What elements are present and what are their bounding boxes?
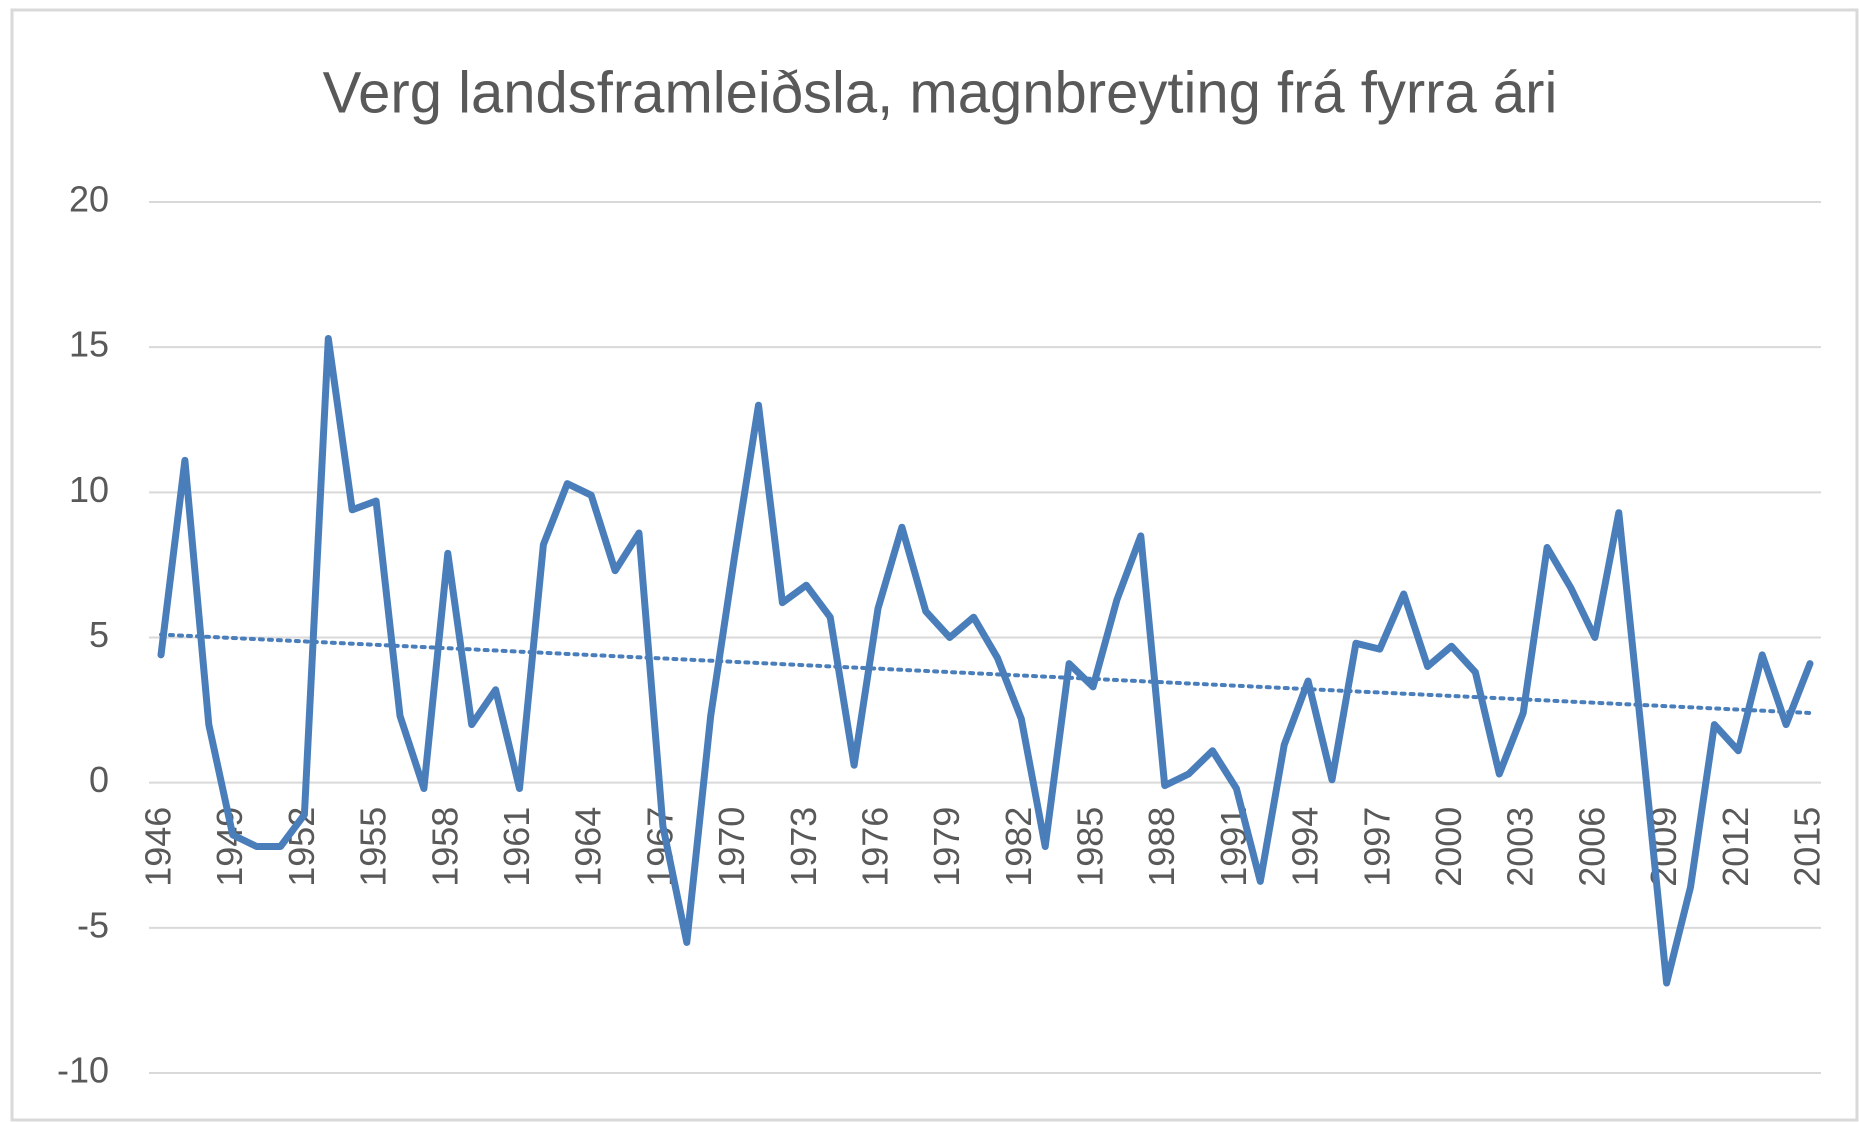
x-tick-label: 2006 <box>1571 807 1612 887</box>
y-tick-label: -5 <box>77 904 109 945</box>
x-tick-label: 1982 <box>998 807 1039 887</box>
x-tick-label: 1970 <box>711 807 752 887</box>
x-tick-label: 1979 <box>926 807 967 887</box>
data-line <box>157 335 1814 987</box>
x-tick-label: 1973 <box>783 807 824 887</box>
x-tick-label: 2012 <box>1715 807 1756 887</box>
y-tick-label: 0 <box>89 759 109 800</box>
trend-line <box>159 632 1812 715</box>
y-tick-label: 20 <box>69 179 109 220</box>
y-tick-label: 10 <box>69 469 109 510</box>
x-tick-label: 1997 <box>1356 807 1397 887</box>
x-tick-label: 1958 <box>424 807 465 887</box>
chart-frame <box>10 8 1859 1122</box>
x-tick-label: 1955 <box>353 807 394 887</box>
y-tick-label: 5 <box>89 614 109 655</box>
x-tick-label: 2000 <box>1428 807 1469 887</box>
x-tick-label: 1994 <box>1285 807 1326 887</box>
chart-title: Verg landsframleiðsla, magnbreyting frá … <box>323 60 1558 125</box>
y-tick-label: 15 <box>69 324 109 365</box>
x-tick-label: 2003 <box>1500 807 1541 887</box>
x-tick-label: 1961 <box>496 807 537 887</box>
x-tick-label: 1976 <box>854 807 895 887</box>
x-tick-label: 1985 <box>1070 807 1111 887</box>
x-tick-label: 1988 <box>1141 807 1182 887</box>
x-tick-label: 1964 <box>568 807 609 887</box>
x-tick-label: 1946 <box>138 807 179 887</box>
x-tick-label: 2015 <box>1787 807 1828 887</box>
y-tick-label: -10 <box>57 1050 109 1091</box>
